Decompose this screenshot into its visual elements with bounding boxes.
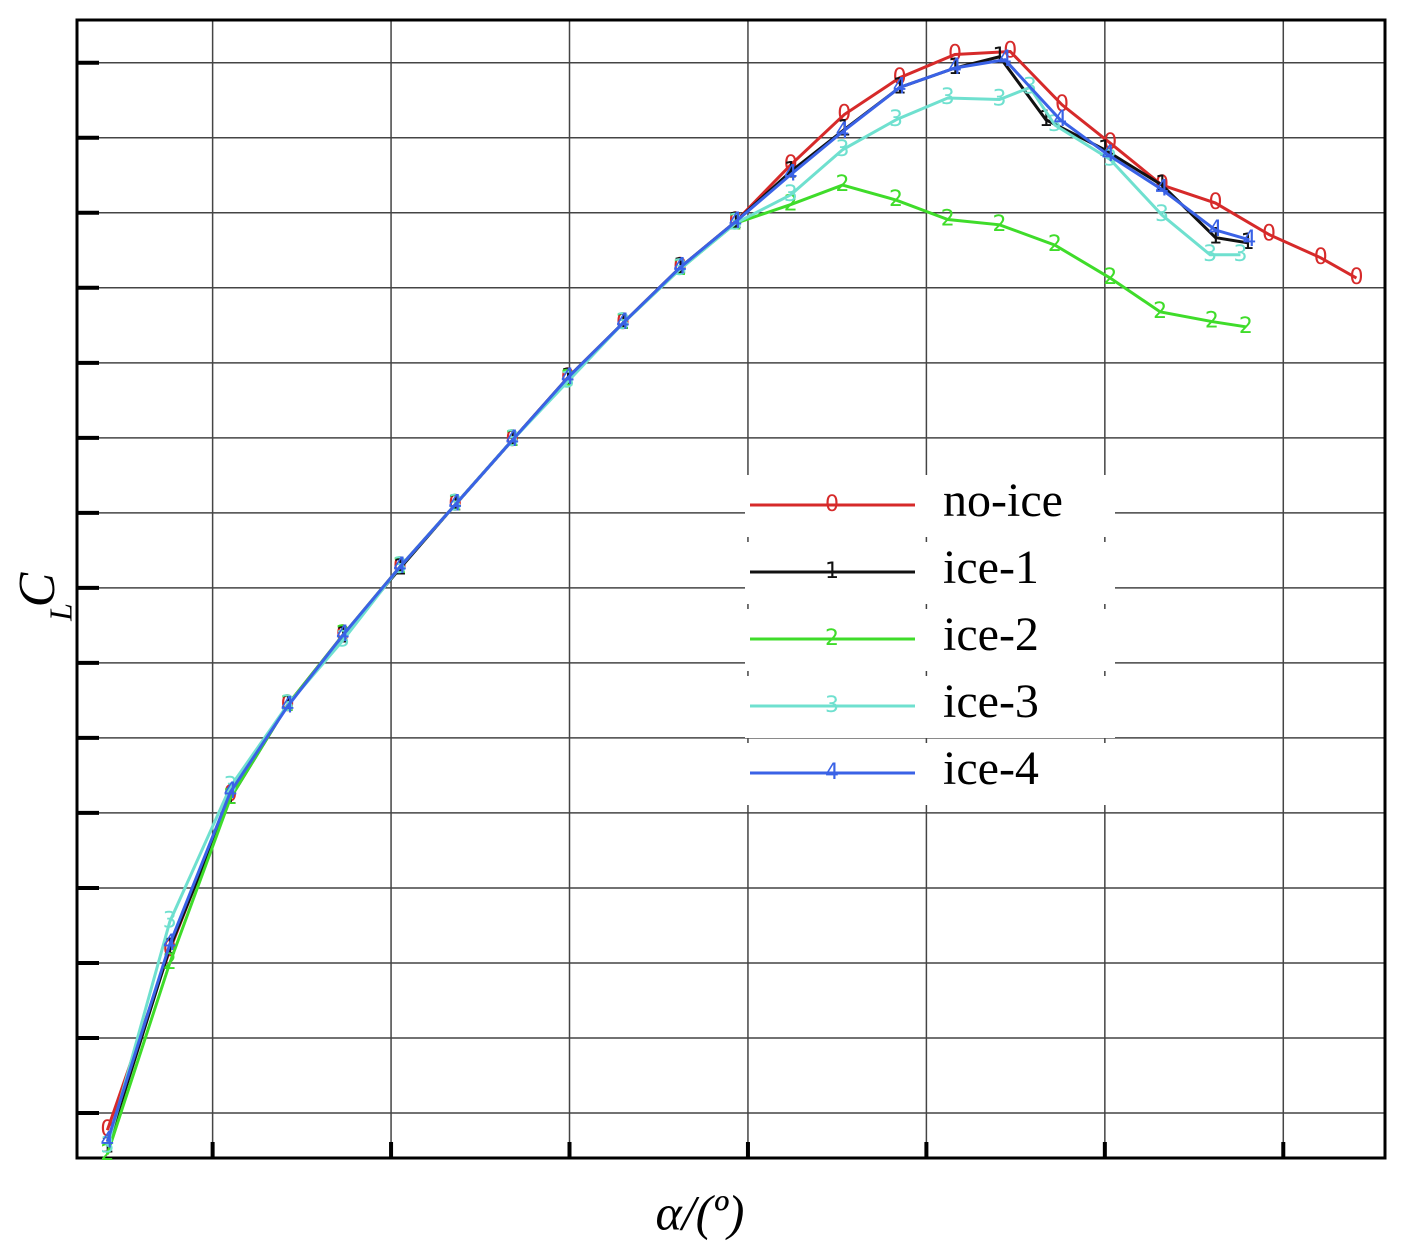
series-marker: 3 [336,627,350,652]
series-marker: 4 [784,162,798,187]
legend-label: no-ice [943,474,1063,527]
series-marker: 0 [1103,130,1117,155]
legend-marker: 0 [825,492,839,517]
series-marker: 3 [993,87,1007,112]
series-marker: 2 [889,187,903,212]
series-marker: 0 [948,42,962,67]
series-marker: 3 [223,774,237,799]
series-marker: 4 [948,55,962,80]
series-marker: 4 [281,693,295,718]
series-line [105,58,1250,1142]
series-marker: 0 [1349,265,1363,290]
series-marker: 4 [561,365,575,390]
series-marker: 0 [893,65,907,90]
series-marker: 3 [100,1134,114,1159]
legend-marker: 2 [825,626,839,651]
series-marker: 0 [1208,190,1222,215]
legend-label: ice-2 [943,608,1039,661]
series-marker: 0 [1055,92,1069,117]
legend-label: ice-4 [943,742,1039,795]
series-marker: 4 [998,47,1012,72]
series-marker: 4 [1053,107,1067,132]
series-marker: 4 [728,209,742,234]
legend-label: ice-1 [943,541,1039,594]
series-marker: 3 [163,909,177,934]
y-axis-label-main: C [9,571,66,607]
series-marker: 3 [941,85,955,110]
series-marker: 2 [1103,265,1117,290]
series-marker: 1 [1241,230,1255,255]
series-marker: 4 [223,779,237,804]
legend-marker: 4 [825,760,839,785]
series-marker: 0 [1314,245,1328,270]
series-marker: 4 [1101,142,1115,167]
series-marker: 0 [837,102,851,127]
series-marker: 1 [1039,107,1053,132]
series-marker: 4 [1155,177,1169,202]
series-marker: 3 [889,107,903,132]
series-marker: 2 [1153,299,1167,324]
series-marker: 4 [393,554,407,579]
series-marker: 2 [941,207,955,232]
series-marker: 2 [100,1141,114,1166]
series-marker: 2 [1205,309,1219,334]
legend-marker: 3 [825,693,839,718]
series-marker: 4 [893,75,907,100]
series-marker: 4 [1242,227,1256,252]
y-axis-label: C L [9,571,78,622]
series-marker: 4 [448,492,462,517]
legend-marker: 1 [825,559,839,584]
series-marker: 4 [616,310,630,335]
series-marker: 4 [673,255,687,280]
plot-frame [75,18,1387,1160]
series-marker: 3 [1203,242,1217,267]
legend-label: ice-3 [943,675,1039,728]
series-marker: 0 [1262,222,1276,247]
series-marker: 4 [1208,217,1222,242]
series-marker: 0 [1003,39,1017,64]
x-axis-label: α/(º) [656,1184,745,1240]
series-marker: 4 [836,119,850,144]
series-marker: 2 [993,212,1007,237]
series-marker: 4 [163,931,177,956]
series-marker: 3 [836,137,850,162]
series-marker: 3 [784,182,798,207]
series-marker: 4 [505,427,519,452]
series-marker: 3 [1155,202,1169,227]
series-marker: 2 [836,172,850,197]
series-marker: 2 [1239,314,1253,339]
series-marker: 4 [100,1128,114,1153]
series-marker: 3 [1233,242,1247,267]
series-marker: 2 [1048,232,1062,257]
y-axis-label-sub: L [42,603,78,622]
series-marker: 4 [336,622,350,647]
